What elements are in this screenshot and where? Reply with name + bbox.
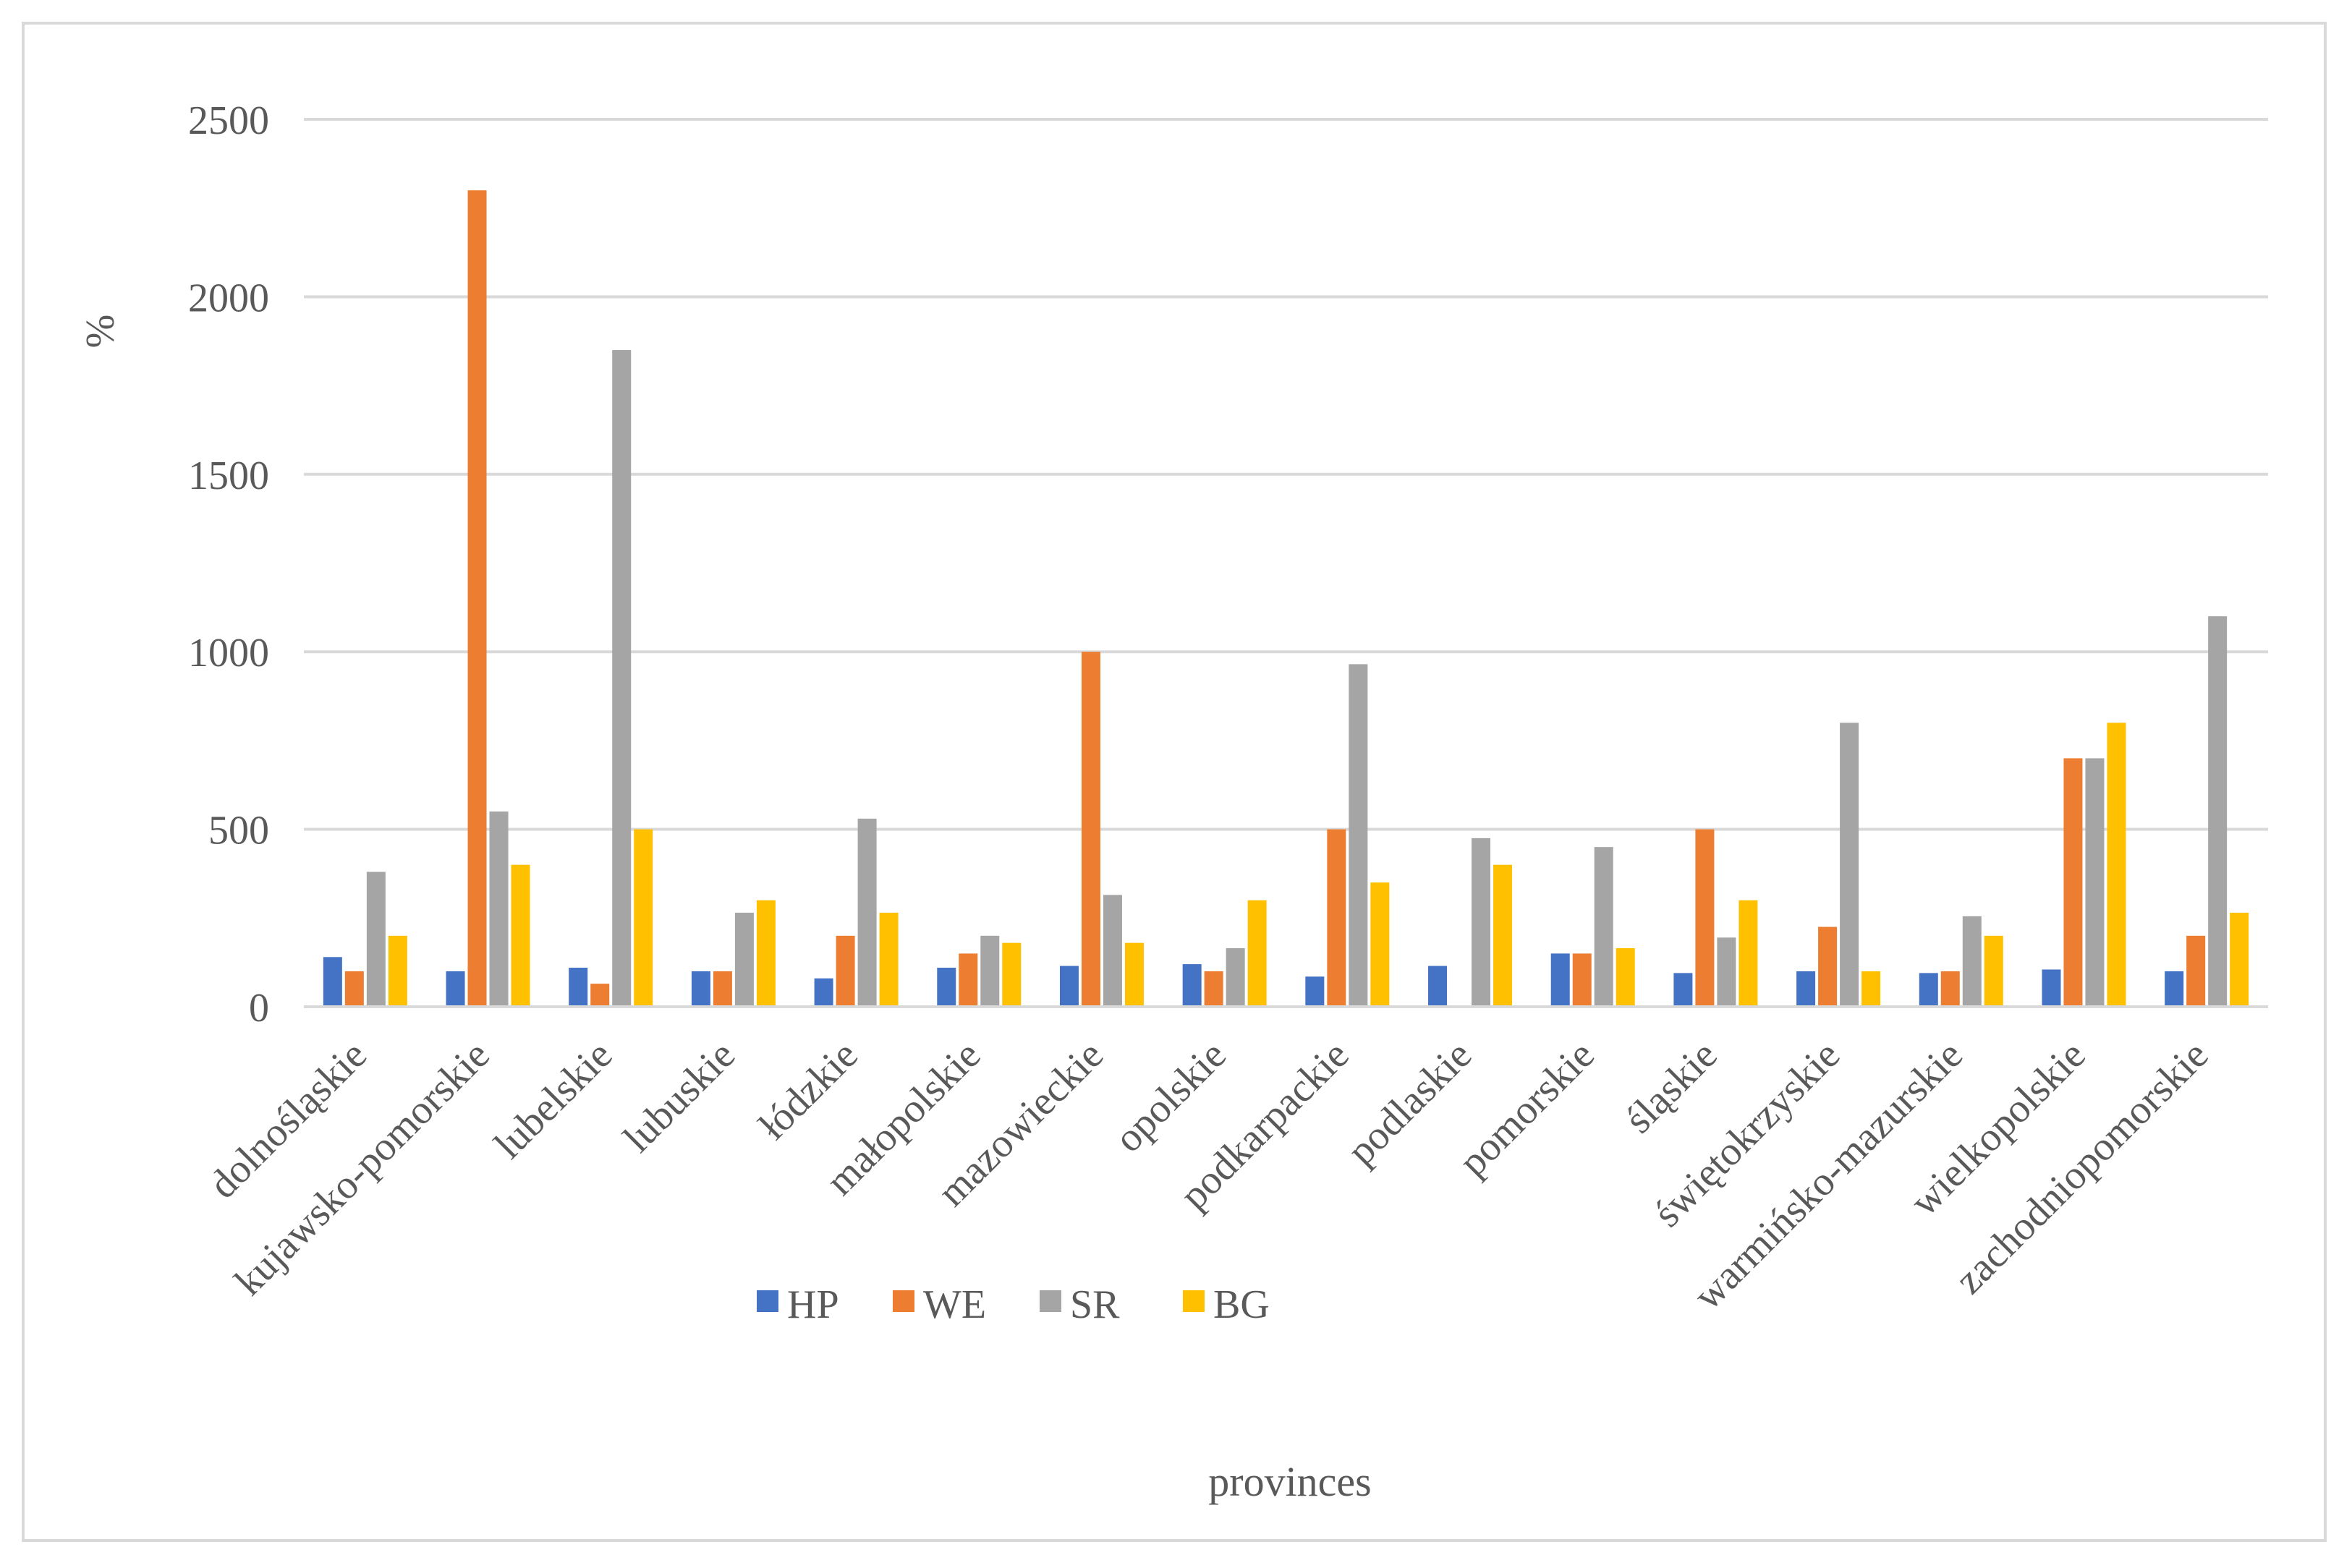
x-tick-label-12: śląskie — [1616, 1032, 1726, 1142]
bar-sr-13 — [1840, 723, 1859, 1007]
bar-we-12 — [1695, 829, 1715, 1007]
bar-we-4 — [713, 971, 732, 1007]
x-tick-label-11: pomorskie — [1451, 1032, 1603, 1185]
bar-hp-4 — [691, 971, 710, 1007]
bar-bg-8 — [1247, 900, 1267, 1007]
y-tick-label-500: 500 — [208, 809, 269, 853]
bar-we-3 — [590, 984, 610, 1007]
bar-hp-10 — [1428, 966, 1448, 1007]
y-tick-label-2000: 2000 — [188, 276, 269, 320]
bar-bg-15 — [2107, 723, 2126, 1007]
bar-sr-16 — [2208, 616, 2228, 1007]
bar-bg-13 — [1861, 971, 1881, 1007]
y-tick-label-0: 0 — [249, 986, 269, 1031]
bar-hp-6 — [937, 968, 956, 1007]
bar-sr-5 — [857, 818, 877, 1007]
bar-hp-8 — [1182, 964, 1202, 1007]
y-axis-title: % — [78, 315, 123, 349]
bar-sr-9 — [1349, 664, 1368, 1007]
bar-hp-7 — [1059, 966, 1079, 1007]
bar-we-1 — [344, 971, 364, 1007]
bar-we-8 — [1204, 971, 1223, 1007]
legend-swatch-bg — [1183, 1290, 1205, 1312]
x-tick-label-3: lubelskie — [486, 1032, 621, 1167]
y-tick-label-1500: 1500 — [188, 453, 269, 498]
bar-bg-2 — [511, 864, 530, 1007]
bar-sr-3 — [612, 350, 632, 1007]
bar-bg-12 — [1738, 900, 1758, 1007]
bar-we-15 — [2063, 758, 2083, 1007]
bar-we-14 — [1940, 971, 1960, 1007]
x-tick-label-4: lubuskie — [615, 1032, 744, 1161]
bar-sr-6 — [980, 935, 1000, 1007]
bar-hp-16 — [2165, 971, 2184, 1007]
bar-hp-14 — [1919, 973, 1938, 1007]
bar-sr-14 — [1962, 916, 1982, 1007]
bar-we-7 — [1081, 652, 1100, 1007]
legend-label-bg: BG — [1213, 1282, 1270, 1327]
x-tick-label-5: łódzkie — [750, 1032, 866, 1148]
bar-sr-1 — [366, 872, 386, 1007]
x-axis-title: provinces — [1208, 1458, 1372, 1505]
bar-sr-15 — [2085, 758, 2105, 1007]
bar-sr-8 — [1226, 948, 1245, 1007]
bar-sr-11 — [1594, 847, 1613, 1007]
bar-bg-14 — [1984, 935, 2003, 1007]
legend-swatch-we — [893, 1290, 914, 1312]
bar-bg-3 — [634, 829, 653, 1007]
legend-label-sr: SR — [1070, 1282, 1120, 1327]
y-tick-label-2500: 2500 — [188, 98, 269, 143]
legend-swatch-sr — [1040, 1290, 1061, 1312]
bar-we-13 — [1818, 926, 1838, 1007]
bar-hp-2 — [446, 971, 465, 1007]
bar-hp-15 — [2042, 969, 2061, 1007]
bar-sr-12 — [1717, 937, 1736, 1007]
bar-sr-7 — [1103, 895, 1122, 1007]
bar-hp-13 — [1796, 971, 1816, 1007]
bar-we-5 — [836, 935, 855, 1007]
bar-we-16 — [2186, 935, 2206, 1007]
bar-we-6 — [959, 953, 978, 1007]
legend-label-hp: HP — [787, 1282, 839, 1327]
bar-bg-11 — [1616, 948, 1635, 1007]
bar-we-9 — [1327, 829, 1346, 1007]
bar-hp-3 — [569, 968, 588, 1007]
bar-bg-16 — [2230, 912, 2249, 1007]
bar-bg-6 — [1002, 942, 1022, 1007]
bar-sr-10 — [1472, 838, 1491, 1007]
bar-bg-1 — [388, 935, 407, 1007]
bar-bg-10 — [1493, 864, 1513, 1007]
legend-swatch-hp — [757, 1290, 778, 1312]
bar-we-2 — [467, 190, 487, 1007]
bar-bg-4 — [756, 900, 776, 1007]
bar-bg-9 — [1370, 882, 1390, 1007]
bar-we-11 — [1572, 953, 1592, 1007]
bar-sr-4 — [734, 912, 754, 1007]
bar-hp-1 — [323, 957, 342, 1007]
bar-hp-12 — [1673, 973, 1693, 1007]
y-tick-label-1000: 1000 — [188, 631, 269, 676]
legend-label-we: WE — [923, 1282, 986, 1327]
bar-hp-9 — [1305, 976, 1325, 1007]
bar-bg-5 — [879, 912, 899, 1007]
bar-hp-11 — [1550, 953, 1570, 1007]
chart-frame — [22, 22, 2327, 1542]
bar-sr-2 — [489, 811, 509, 1007]
bar-hp-5 — [814, 978, 833, 1007]
bar-bg-7 — [1124, 942, 1144, 1007]
